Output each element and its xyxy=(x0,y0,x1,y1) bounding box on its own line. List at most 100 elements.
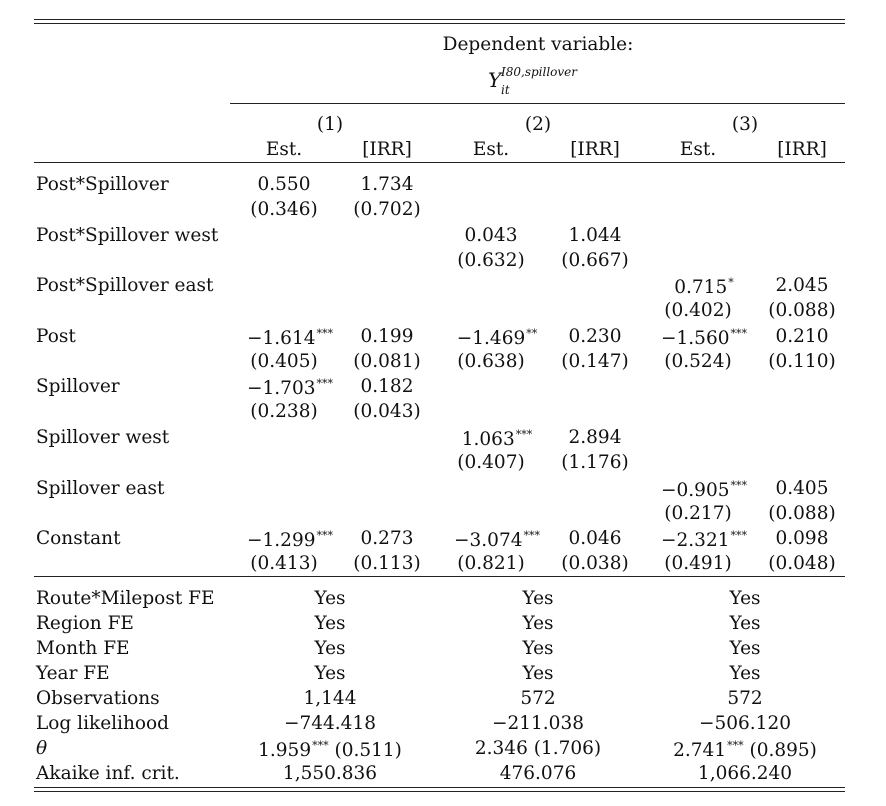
coefficient-estimate: −0.905*** xyxy=(661,480,747,501)
stat-value-text: −211.038 xyxy=(491,713,585,734)
stat-value-se: (0.895) xyxy=(743,740,817,761)
estimate-value: 0.043 xyxy=(464,224,518,246)
irr-standard-error: (0.147) xyxy=(561,350,629,372)
row-label: Constant xyxy=(36,528,121,550)
stat-label: Year FE xyxy=(36,663,110,684)
estimate-subheader: Est. xyxy=(265,139,303,160)
irr-value: 0.098 xyxy=(775,528,829,550)
row-label: Post*Spillover west xyxy=(36,224,219,246)
stat-value: −744.418 xyxy=(283,713,377,734)
stat-value-text: Yes xyxy=(522,588,554,609)
coefficient-estimate: −1.299*** xyxy=(247,530,333,551)
stat-value-text: Yes xyxy=(314,588,346,609)
top-rule-2 xyxy=(34,23,845,24)
significance-stars: *** xyxy=(312,739,329,752)
significance-stars: *** xyxy=(730,478,747,492)
row-label: Post xyxy=(36,325,76,347)
stat-value-text: 1,550.836 xyxy=(282,763,378,784)
significance-stars: ** xyxy=(526,326,538,340)
bottom-rule-2 xyxy=(34,791,845,792)
standard-error: (0.346) xyxy=(250,199,318,220)
coefficient-estimate: −1.614*** xyxy=(247,328,333,349)
stat-value-text: Yes xyxy=(729,663,761,684)
irr-standard-error: (0.088) xyxy=(768,300,836,322)
irr-standard-error: (0.043) xyxy=(353,401,421,423)
stat-value: −506.120 xyxy=(698,713,792,734)
irr-standard-error: (0.081) xyxy=(353,350,421,372)
stat-value: Yes xyxy=(314,638,346,659)
stat-value-text: 572 xyxy=(520,688,556,709)
stat-value-text: Yes xyxy=(729,638,761,659)
coefficient-estimate: −1.703*** xyxy=(247,378,333,399)
irr-subheader: [IRR] xyxy=(777,139,827,160)
standard-error: (0.638) xyxy=(457,350,525,372)
estimate-value: −1.469 xyxy=(456,327,526,349)
significance-stars: *** xyxy=(730,326,747,340)
model-header: (2) xyxy=(524,114,552,135)
coefficient-estimate: 0.550 xyxy=(257,174,311,195)
irr-standard-error: (0.038) xyxy=(561,553,629,575)
dependent-variable-label: Dependent variable: xyxy=(442,34,634,55)
stat-label: Route*Milepost FE xyxy=(36,588,215,609)
irr-standard-error: (0.667) xyxy=(561,249,629,271)
standard-error: (0.413) xyxy=(250,553,318,575)
header-bottom-rule xyxy=(34,162,845,163)
row-label: Spillover xyxy=(36,376,120,398)
coefficient-estimate: 1.063*** xyxy=(462,429,532,450)
coefficient-estimate: −3.074*** xyxy=(454,530,540,551)
model-header: (1) xyxy=(316,114,344,135)
irr-value: 2.045 xyxy=(775,275,829,297)
irr-standard-error: (0.110) xyxy=(768,350,836,372)
significance-stars: *** xyxy=(515,428,533,441)
standard-error: (0.405) xyxy=(250,350,318,372)
row-label: Spillover west xyxy=(36,427,170,448)
standard-error: (0.238) xyxy=(250,401,318,423)
stat-value-text: Yes xyxy=(522,663,554,684)
stat-value: Yes xyxy=(522,614,553,634)
significance-stars: *** xyxy=(316,377,333,391)
stat-value-text: Yes xyxy=(314,638,346,659)
stat-label: Region FE xyxy=(36,613,134,634)
stat-value: 572 xyxy=(727,689,762,709)
standard-error: (0.407) xyxy=(457,452,525,473)
row-label: Post*Spillover east xyxy=(36,275,214,297)
row-label: Post*Spillover xyxy=(36,174,169,195)
irr-standard-error: (0.048) xyxy=(768,553,836,575)
stat-value-se: (0.511) xyxy=(328,740,402,761)
irr-value: 0.046 xyxy=(568,528,622,550)
stat-value-text: −744.418 xyxy=(283,713,377,734)
estimate-subheader: Est. xyxy=(472,139,510,160)
estimate-subheader: Est. xyxy=(679,139,717,160)
irr-subheader: [IRR] xyxy=(570,139,620,160)
coefficient-estimate: −1.560*** xyxy=(661,328,747,349)
standard-error: (0.491) xyxy=(664,553,732,575)
estimate-value: 0.550 xyxy=(257,174,311,195)
stat-value: Yes xyxy=(522,588,554,609)
standard-error: (0.217) xyxy=(664,502,732,524)
estimate-value: 1.063 xyxy=(461,429,515,450)
significance-stars: *** xyxy=(523,529,540,543)
stat-value: 572 xyxy=(520,688,556,709)
stat-value: 476.076 xyxy=(500,764,577,784)
stat-value-text: 2.346 (1.706) xyxy=(474,738,602,759)
irr-value: 1.734 xyxy=(360,174,414,195)
coefficient-estimate: −1.469** xyxy=(457,328,537,349)
significance-stars: * xyxy=(728,276,734,290)
significance-stars: *** xyxy=(316,529,333,543)
irr-value: 0.182 xyxy=(360,376,414,398)
stat-label: Observations xyxy=(36,688,160,709)
stat-value: Yes xyxy=(522,638,554,659)
stat-value-text: Yes xyxy=(522,638,554,659)
row-label: Spillover east xyxy=(36,477,165,499)
dep-var-superscript: I80,spillover xyxy=(501,65,578,79)
mid-rule xyxy=(34,576,845,577)
stat-value-text: Yes xyxy=(729,588,761,609)
model-header: (3) xyxy=(731,114,759,135)
irr-value: 0.405 xyxy=(775,477,829,499)
irr-value: 2.894 xyxy=(568,427,622,448)
stat-value-text: −506.120 xyxy=(698,713,792,734)
stat-value: 2.346 (1.706) xyxy=(474,738,602,759)
stat-value: Yes xyxy=(729,588,761,609)
significance-stars: *** xyxy=(730,529,747,543)
